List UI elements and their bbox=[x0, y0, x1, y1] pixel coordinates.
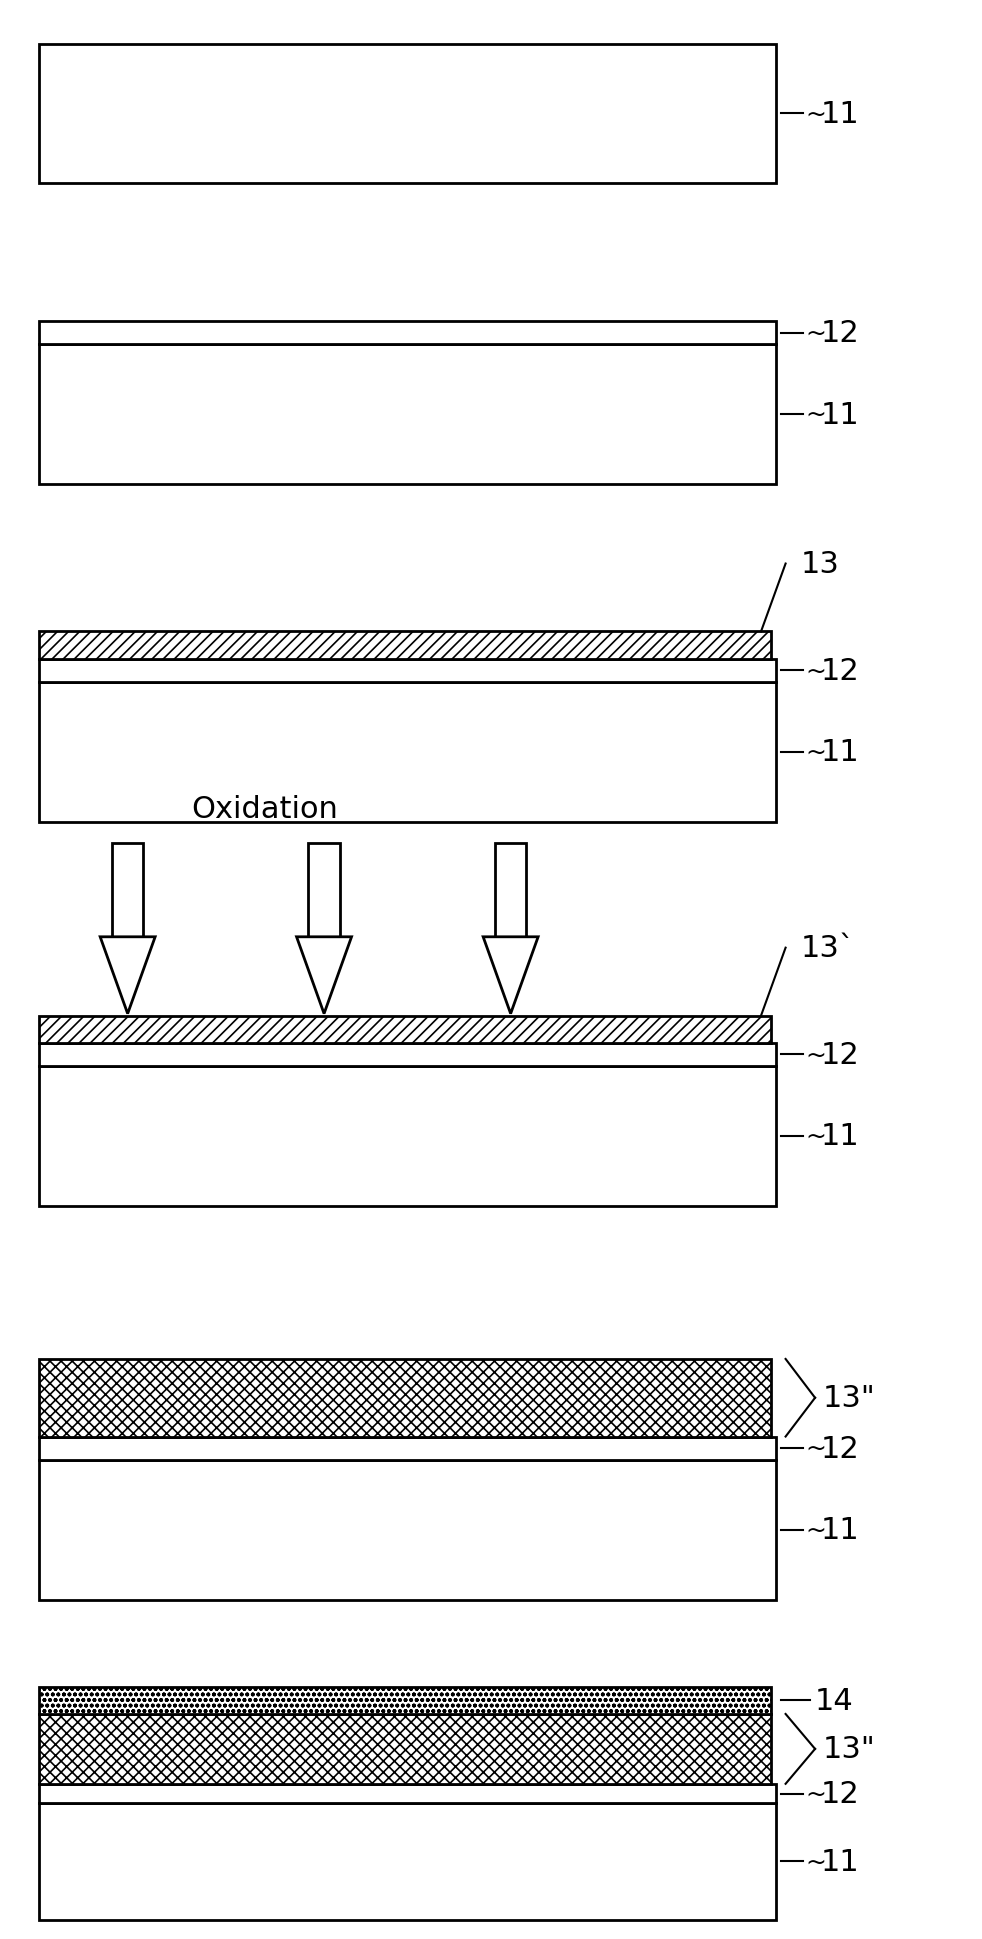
Polygon shape bbox=[297, 937, 352, 1014]
Bar bbox=[39, 1043, 776, 1066]
Bar bbox=[112, 843, 143, 937]
Text: ~: ~ bbox=[805, 1437, 826, 1460]
Text: 11: 11 bbox=[821, 401, 859, 429]
Bar bbox=[39, 45, 776, 184]
Bar bbox=[39, 322, 776, 345]
Bar bbox=[39, 1784, 776, 1803]
Text: 12: 12 bbox=[821, 1780, 859, 1807]
Text: ~: ~ bbox=[805, 659, 826, 683]
Bar bbox=[39, 632, 771, 659]
Bar bbox=[39, 1359, 771, 1437]
Bar bbox=[39, 1803, 776, 1920]
Bar bbox=[39, 683, 776, 822]
Bar bbox=[39, 345, 776, 485]
Text: 13": 13" bbox=[823, 1735, 876, 1763]
Text: 12: 12 bbox=[821, 657, 859, 684]
Text: ~: ~ bbox=[805, 1043, 826, 1066]
Text: 11: 11 bbox=[821, 739, 859, 766]
Bar bbox=[39, 1714, 771, 1784]
Text: ~: ~ bbox=[805, 1125, 826, 1148]
Text: 12: 12 bbox=[821, 1435, 859, 1462]
Bar bbox=[39, 1437, 776, 1460]
Text: 11: 11 bbox=[821, 1123, 859, 1150]
Text: 13`: 13` bbox=[800, 935, 854, 962]
Text: ~: ~ bbox=[805, 1782, 826, 1805]
Text: ~: ~ bbox=[805, 741, 826, 764]
Bar bbox=[308, 843, 340, 937]
Text: ~: ~ bbox=[805, 1850, 826, 1873]
Bar bbox=[495, 843, 526, 937]
Text: 11: 11 bbox=[821, 1516, 859, 1543]
Bar bbox=[39, 1016, 771, 1043]
Polygon shape bbox=[100, 937, 155, 1014]
Bar bbox=[39, 1460, 776, 1600]
Text: 13": 13" bbox=[823, 1384, 876, 1412]
Text: 13: 13 bbox=[800, 551, 840, 578]
Text: Oxidation: Oxidation bbox=[191, 795, 339, 824]
Bar bbox=[39, 1687, 771, 1714]
Bar bbox=[39, 1066, 776, 1206]
Text: ~: ~ bbox=[805, 103, 826, 126]
Text: 12: 12 bbox=[821, 320, 859, 347]
Text: 11: 11 bbox=[821, 1848, 859, 1875]
Bar bbox=[39, 659, 776, 683]
Text: 14: 14 bbox=[815, 1687, 853, 1714]
Polygon shape bbox=[483, 937, 538, 1014]
Text: ~: ~ bbox=[805, 403, 826, 427]
Text: 12: 12 bbox=[821, 1041, 859, 1068]
Text: 11: 11 bbox=[821, 101, 859, 128]
Text: ~: ~ bbox=[805, 322, 826, 345]
Text: ~: ~ bbox=[805, 1518, 826, 1542]
